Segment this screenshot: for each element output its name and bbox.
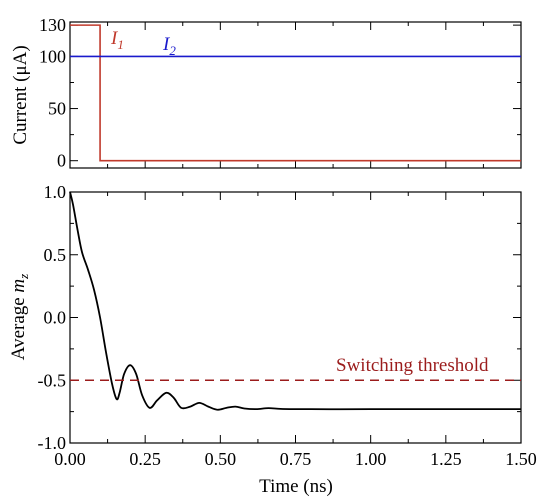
top-series — [70, 24, 521, 162]
bottom-y-tick-labels: -1.0 -0.5 0.0 0.5 1.0 — [38, 182, 67, 453]
top-y-tick-label: 130 — [39, 15, 66, 35]
top-y-tick-label: 0 — [57, 151, 66, 171]
bottom-y-axis-title-sub: z — [16, 274, 31, 280]
bottom-y-tick-label: 0.5 — [44, 245, 67, 265]
bottom-series — [69, 191, 521, 411]
x-tick-label: 1.50 — [505, 449, 537, 469]
bottom-ticks — [69, 191, 522, 444]
bottom-y-tick-label: 1.0 — [44, 182, 67, 202]
bottom-y-tick-label: 0.0 — [44, 308, 67, 328]
bottom-y-tick-label: -0.5 — [38, 370, 67, 390]
x-tick-label: 0.00 — [54, 449, 86, 469]
x-tick-label: 0.25 — [129, 449, 161, 469]
i1-label: I1 — [110, 28, 124, 52]
bottom-y-axis-title-main: Average — [8, 293, 29, 361]
x-tick-label: 0.50 — [205, 449, 237, 469]
bottom-plot-frame — [69, 191, 522, 444]
i1-label-main: I — [110, 28, 119, 49]
bottom-y-axis-title-var: m — [8, 279, 29, 293]
x-axis-title: Time (ns) — [259, 476, 333, 497]
top-y-tick-label: 50 — [48, 99, 66, 119]
top-ticks — [69, 22, 522, 168]
top-plot-frame — [69, 21, 522, 169]
x-tick-label: 0.75 — [280, 449, 312, 469]
bottom-y-axis-title: Average mz — [8, 274, 31, 360]
series-line-mz — [69, 191, 521, 411]
i2-label-sub: 2 — [169, 43, 176, 58]
series-line-i1 — [70, 24, 521, 162]
bottom-y-tick-label: -1.0 — [38, 433, 67, 453]
threshold-annotation: Switching threshold — [336, 355, 489, 376]
top-y-axis-title: Current (μA) — [10, 45, 31, 144]
top-y-tick-label: 100 — [39, 46, 66, 66]
i1-label-sub: 1 — [117, 37, 124, 52]
x-tick-label: 1.00 — [355, 449, 387, 469]
bottom-panel: -1.0 -0.5 0.0 0.5 1.0 0.00 0.25 0.50 0.75 1.00 1.… — [8, 182, 537, 497]
x-tick-label: 1.25 — [430, 449, 462, 469]
i2-label-main: I — [162, 34, 171, 55]
i2-label: I2 — [162, 34, 176, 58]
top-y-tick-labels: 0 50 100 130 — [39, 15, 66, 171]
bottom-x-tick-labels: 0.00 0.25 0.50 0.75 1.00 1.25 1.50 — [54, 449, 537, 469]
